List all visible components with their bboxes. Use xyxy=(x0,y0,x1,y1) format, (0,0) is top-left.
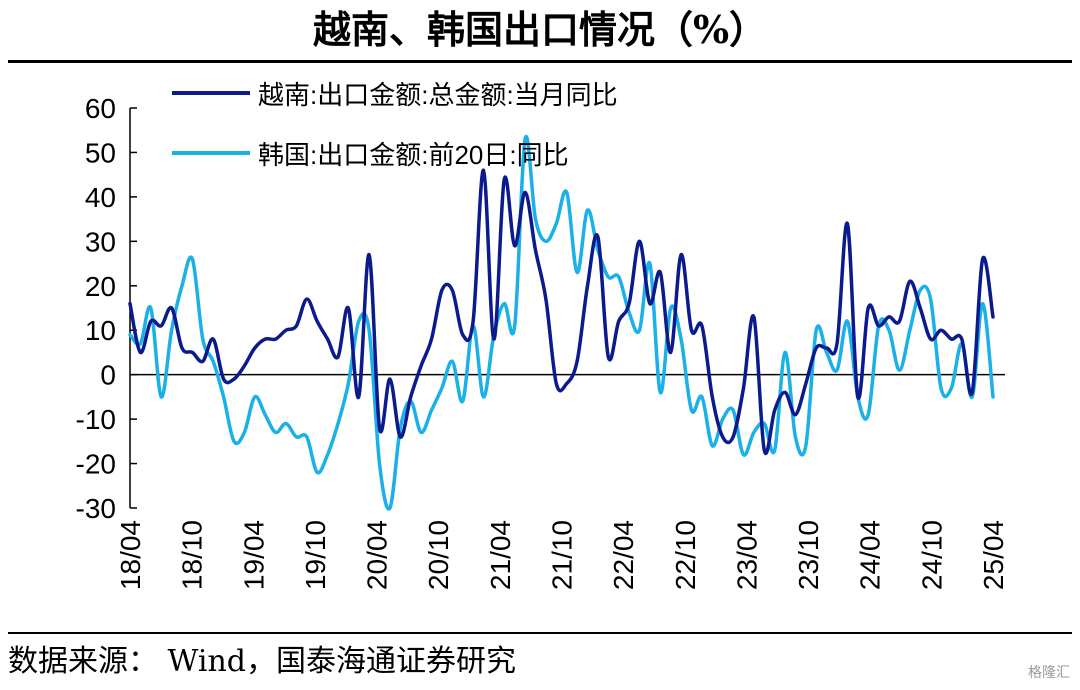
y-tick-label: 10 xyxy=(85,315,116,346)
x-tick-label: 20/10 xyxy=(423,520,454,590)
y-tick-label: 30 xyxy=(85,226,116,257)
title-divider xyxy=(8,60,1072,63)
x-tick-label: 18/10 xyxy=(177,520,208,590)
x-tick-label: 22/04 xyxy=(608,520,639,590)
x-tick-label: 19/10 xyxy=(300,520,331,590)
x-tick-label: 24/10 xyxy=(916,520,947,590)
y-tick-label: 20 xyxy=(85,271,116,302)
series-line-vietnam xyxy=(128,168,995,456)
y-tick-label: 60 xyxy=(85,93,116,124)
y-tick-label: 0 xyxy=(100,360,116,391)
chart-legend: 越南:出口金额:总金额:当月同比 韩国:出口金额:前20日:同比 xyxy=(172,80,618,170)
watermark-logo: 格隆汇 xyxy=(1028,665,1070,681)
x-tick-label: 20/04 xyxy=(362,520,393,590)
source-divider xyxy=(8,632,1072,634)
y-tick-label: -10 xyxy=(76,404,116,435)
data-source-note: 数据来源： Wind，国泰海通证券研究 xyxy=(8,644,516,679)
y-tick-label: 50 xyxy=(85,137,116,168)
x-tick-label: 21/04 xyxy=(485,520,516,590)
legend-label-vietnam: 越南:出口金额:总金额:当月同比 xyxy=(258,80,618,110)
x-tick-label: 23/10 xyxy=(793,520,824,590)
x-tick-label: 18/04 xyxy=(115,520,146,590)
y-tick-label: -20 xyxy=(76,449,116,480)
x-tick-label: 21/10 xyxy=(547,520,578,590)
x-tick-label: 24/04 xyxy=(855,520,886,590)
x-tick-label: 23/04 xyxy=(731,520,762,590)
x-tick-label: 19/04 xyxy=(238,520,269,590)
series-line-korea xyxy=(128,134,995,511)
chart-title: 越南、韩国出口情况（%） xyxy=(312,7,768,52)
series-layer xyxy=(128,134,995,511)
x-tick-label: 25/04 xyxy=(978,520,1009,590)
y-tick-label: 40 xyxy=(85,182,116,213)
legend-label-korea: 韩国:出口金额:前20日:同比 xyxy=(258,140,569,170)
y-tick-label: -30 xyxy=(76,493,116,524)
x-tick-label: 22/10 xyxy=(670,520,701,590)
